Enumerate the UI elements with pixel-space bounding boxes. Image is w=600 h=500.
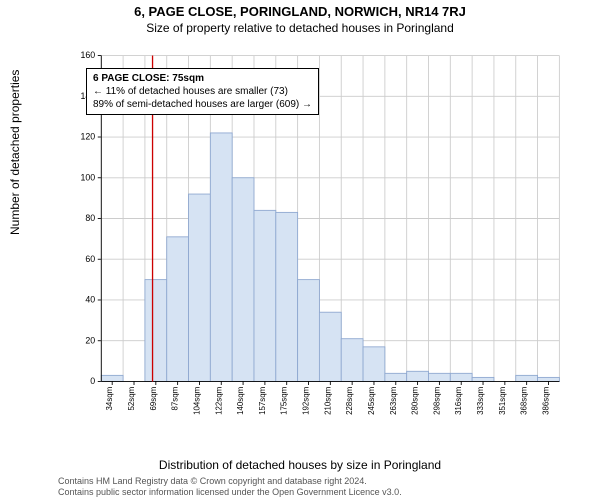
- bar: [341, 339, 363, 382]
- svg-text:120: 120: [80, 132, 95, 142]
- footer-line-2: Contains public sector information licen…: [58, 487, 402, 498]
- x-tick-label: 298sqm: [432, 386, 441, 415]
- x-tick-label: 69sqm: [149, 386, 158, 410]
- x-tick-label: 52sqm: [127, 386, 136, 410]
- chart-subtitle: Size of property relative to detached ho…: [0, 19, 600, 35]
- svg-text:100: 100: [80, 172, 95, 182]
- bar: [516, 375, 538, 381]
- x-tick-label: 368sqm: [520, 386, 529, 415]
- x-tick-label: 192sqm: [302, 386, 311, 415]
- callout-box: 6 PAGE CLOSE: 75sqm ← 11% of detached ho…: [86, 68, 319, 115]
- bar: [145, 280, 167, 382]
- x-tick-label: 104sqm: [192, 386, 201, 415]
- x-tick-label: 333sqm: [476, 386, 485, 415]
- x-tick-label: 228sqm: [345, 386, 354, 415]
- bar: [472, 377, 494, 381]
- x-tick-label: 280sqm: [411, 386, 420, 415]
- svg-text:40: 40: [85, 295, 95, 305]
- plot-area: 02040608010012014016034sqm52sqm69sqm87sq…: [58, 52, 578, 422]
- bar: [189, 194, 211, 381]
- footer-text: Contains HM Land Registry data © Crown c…: [58, 476, 402, 498]
- bar: [232, 178, 254, 382]
- bar: [538, 377, 560, 381]
- chart-title: 6, PAGE CLOSE, PORINGLAND, NORWICH, NR14…: [0, 0, 600, 19]
- x-tick-label: 122sqm: [214, 386, 223, 415]
- chart-container: 6, PAGE CLOSE, PORINGLAND, NORWICH, NR14…: [0, 0, 600, 500]
- bar: [450, 373, 472, 381]
- bar: [407, 371, 429, 381]
- x-tick-label: 245sqm: [367, 386, 376, 415]
- x-tick-label: 87sqm: [171, 386, 180, 410]
- bar: [319, 312, 341, 381]
- x-tick-label: 316sqm: [454, 386, 463, 415]
- x-tick-label: 157sqm: [258, 386, 267, 415]
- callout-line-2: ← 11% of detached houses are smaller (73…: [93, 85, 312, 98]
- bar: [385, 373, 407, 381]
- bar: [276, 212, 298, 381]
- bar: [298, 280, 320, 382]
- svg-text:20: 20: [85, 335, 95, 345]
- x-tick-label: 140sqm: [236, 386, 245, 415]
- svg-text:160: 160: [80, 50, 95, 60]
- callout-line-3: 89% of semi-detached houses are larger (…: [93, 98, 312, 111]
- x-tick-label: 386sqm: [541, 386, 550, 415]
- x-tick-label: 351sqm: [498, 386, 507, 415]
- svg-text:60: 60: [85, 254, 95, 264]
- bar: [101, 375, 123, 381]
- x-tick-label: 210sqm: [323, 386, 332, 415]
- bar: [428, 373, 450, 381]
- x-tick-label: 34sqm: [105, 386, 114, 410]
- callout-line-1: 6 PAGE CLOSE: 75sqm: [93, 72, 312, 85]
- svg-text:0: 0: [90, 376, 95, 386]
- y-axis-label: Number of detached properties: [8, 70, 22, 235]
- x-axis-label: Distribution of detached houses by size …: [0, 458, 600, 472]
- bar: [167, 237, 189, 382]
- footer-line-1: Contains HM Land Registry data © Crown c…: [58, 476, 402, 487]
- x-tick-label: 263sqm: [389, 386, 398, 415]
- bar: [210, 133, 232, 382]
- bar: [254, 210, 276, 381]
- bar: [363, 347, 385, 382]
- svg-text:80: 80: [85, 213, 95, 223]
- x-tick-label: 175sqm: [280, 386, 289, 415]
